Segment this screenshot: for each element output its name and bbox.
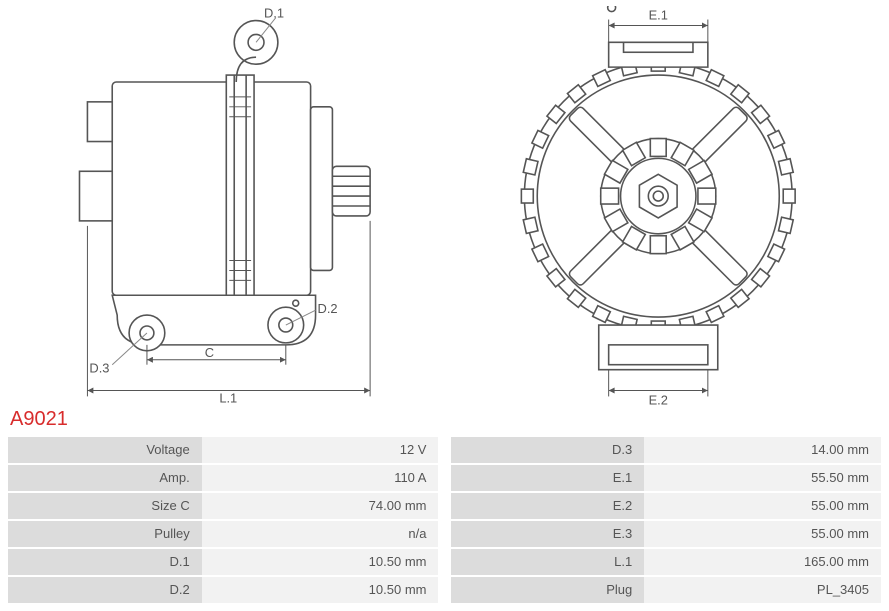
spec-label: L.1 (451, 549, 645, 575)
spec-label: D.1 (8, 549, 202, 575)
spec-label: Amp. (8, 465, 202, 491)
front-view-diagram: E.1 E.2 (445, 6, 872, 406)
spec-label: D.2 (8, 577, 202, 603)
spec-row: Voltage12 V (8, 437, 439, 463)
spec-value: 55.00 mm (644, 493, 881, 519)
spec-value: 10.50 mm (202, 549, 439, 575)
spec-row: L.1165.00 mm (451, 549, 882, 575)
label-c: C (205, 345, 214, 360)
spec-row: D.110.50 mm (8, 549, 439, 575)
spec-row: D.210.50 mm (8, 577, 439, 603)
spec-label: E.1 (451, 465, 645, 491)
spec-label: Voltage (8, 437, 202, 463)
spec-label: E.3 (451, 521, 645, 547)
spec-col-right: D.314.00 mmE.155.50 mmE.255.00 mmE.355.0… (451, 437, 882, 605)
spec-label: D.3 (451, 437, 645, 463)
part-number: A9021 (10, 408, 881, 431)
spec-row: E.355.00 mm (451, 521, 882, 547)
label-d3: D.3 (89, 361, 109, 376)
spec-value: 12 V (202, 437, 439, 463)
spec-row: PlugPL_3405 (451, 577, 882, 603)
spec-label: Pulley (8, 521, 202, 547)
spec-label: Size C (8, 493, 202, 519)
spec-row: D.314.00 mm (451, 437, 882, 463)
spec-value: 165.00 mm (644, 549, 881, 575)
spec-value: 14.00 mm (644, 437, 881, 463)
label-d1: D.1 (264, 6, 284, 21)
label-l1: L.1 (219, 390, 237, 405)
spec-value: 74.00 mm (202, 493, 439, 519)
label-d2: D.2 (318, 301, 338, 316)
label-e1: E.1 (648, 8, 667, 23)
spec-row: Amp.110 A (8, 465, 439, 491)
spec-row: E.155.50 mm (451, 465, 882, 491)
spec-row: Pulleyn/a (8, 521, 439, 547)
spec-value: n/a (202, 521, 439, 547)
spec-col-left: Voltage12 VAmp.110 ASize C74.00 mmPulley… (8, 437, 439, 605)
spec-value: 55.50 mm (644, 465, 881, 491)
diagram-row: D.1 D.2 D.3 C L.1 (8, 6, 881, 406)
spec-value: 110 A (202, 465, 439, 491)
spec-value: PL_3405 (644, 577, 881, 603)
spec-row: Size C74.00 mm (8, 493, 439, 519)
spec-label: E.2 (451, 493, 645, 519)
label-e2: E.2 (648, 392, 667, 406)
side-view-diagram: D.1 D.2 D.3 C L.1 (18, 6, 445, 406)
spec-table: Voltage12 VAmp.110 ASize C74.00 mmPulley… (8, 437, 881, 605)
spec-label: Plug (451, 577, 645, 603)
spec-value: 55.00 mm (644, 521, 881, 547)
spec-row: E.255.00 mm (451, 493, 882, 519)
spec-value: 10.50 mm (202, 577, 439, 603)
